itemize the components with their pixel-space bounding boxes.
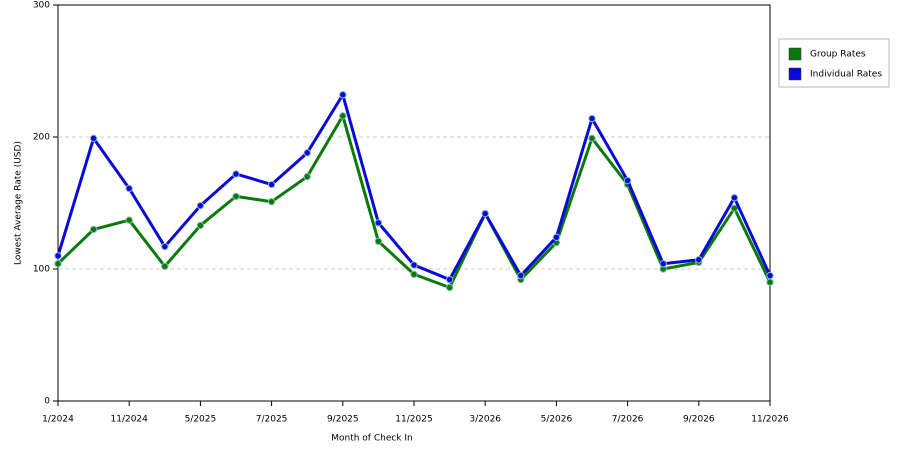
data-point [125, 184, 133, 193]
data-point [659, 260, 667, 268]
data-point [374, 219, 383, 227]
data-point [445, 283, 454, 292]
data-point [374, 237, 383, 245]
plot-area [57, 4, 771, 402]
data-point [267, 197, 276, 206]
x-tick-label: 11/2025 [395, 415, 432, 425]
y-axis-label: Lowest Average Rate (USD) [14, 141, 24, 265]
data-point [161, 242, 169, 251]
data-point [517, 271, 525, 280]
data-point [766, 271, 774, 280]
data-point [410, 270, 418, 278]
data-point [196, 221, 205, 230]
data-point [54, 260, 62, 268]
x-tick-label: 1/2024 [42, 415, 74, 425]
data-point [303, 149, 311, 157]
data-point [695, 256, 703, 264]
y-tick-label: 0 [44, 397, 50, 407]
x-tick-label: 7/2025 [256, 415, 288, 425]
legend-label: Individual Rates [810, 70, 882, 80]
data-point [588, 134, 596, 143]
data-point [232, 170, 240, 178]
y-tick-label: 100 [33, 265, 50, 275]
y-tick-label: 200 [33, 133, 50, 143]
data-point [232, 192, 240, 201]
x-tick-label: 9/2026 [683, 415, 715, 425]
x-tick-label: 11/2024 [111, 415, 149, 425]
x-tick-label: 11/2026 [751, 415, 789, 425]
x-tick-label: 3/2026 [469, 415, 501, 425]
data-point [552, 233, 561, 242]
data-point [125, 216, 133, 224]
data-point [730, 194, 739, 202]
legend-swatch [788, 47, 802, 61]
x-axis-label: Month of Check In [331, 434, 413, 444]
data-point [339, 91, 347, 99]
data-point [588, 114, 596, 123]
data-point [89, 225, 98, 234]
data-point [766, 278, 774, 286]
data-point [303, 172, 311, 181]
legend-swatch [788, 67, 802, 81]
data-point [410, 261, 418, 269]
data-point [445, 275, 454, 284]
x-tick-label: 5/2025 [185, 415, 217, 425]
x-tick-label: 5/2026 [541, 415, 573, 425]
y-tick-label: 300 [33, 1, 50, 11]
legend-label: Group Rates [810, 50, 866, 60]
x-tick-label: 9/2025 [327, 415, 359, 425]
data-point [267, 180, 276, 189]
data-point [161, 262, 169, 271]
data-point [196, 201, 205, 210]
data-point [54, 252, 62, 260]
data-point [481, 209, 489, 218]
x-tick-label: 7/2026 [612, 415, 644, 425]
data-point [339, 112, 347, 120]
data-point [623, 176, 632, 185]
data-point [89, 134, 98, 143]
